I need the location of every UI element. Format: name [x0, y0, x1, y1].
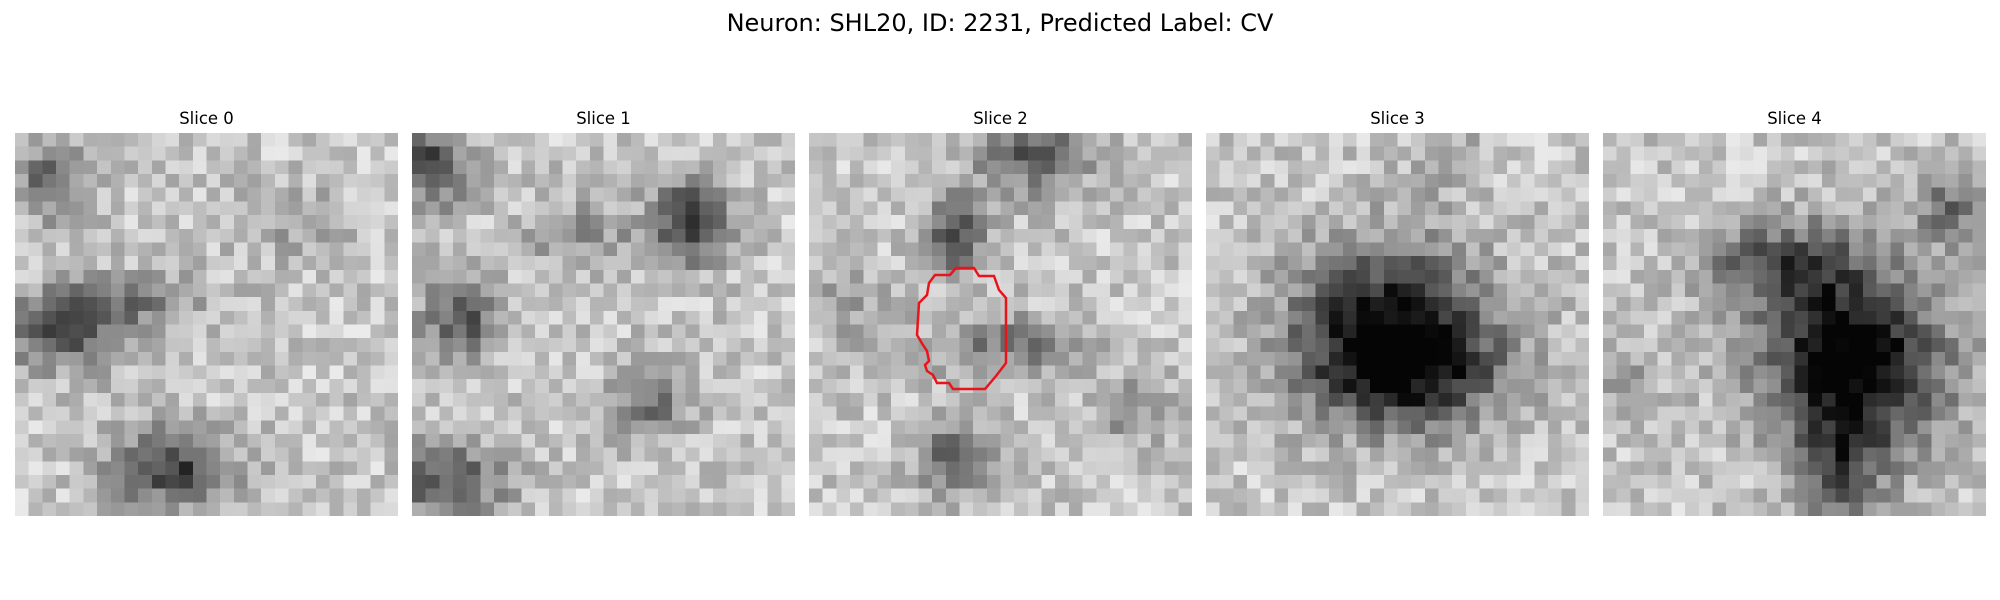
slice-pixels-1 — [412, 133, 795, 516]
slice-image-0 — [15, 133, 398, 516]
cell-contour-overlay — [915, 266, 1008, 391]
slice-image-3 — [1206, 133, 1589, 516]
slice-pixels-0 — [15, 133, 398, 516]
slice-title-0: Slice 0 — [179, 109, 234, 128]
slice-image-1 — [412, 133, 795, 516]
cell-contour — [915, 266, 1008, 391]
slice-pixels-3 — [1206, 133, 1589, 516]
slice-image-4 — [1603, 133, 1986, 516]
slice-title-1: Slice 1 — [576, 109, 631, 128]
slice-pixels-4 — [1603, 133, 1986, 516]
slice-panel-2: Slice 2 — [809, 108, 1192, 516]
slice-title-4: Slice 4 — [1767, 109, 1822, 128]
slice-title-3: Slice 3 — [1370, 109, 1425, 128]
slice-pixels-2 — [809, 133, 1192, 516]
figure-title: Neuron: SHL20, ID: 2231, Predicted Label… — [726, 9, 1274, 37]
slice-panel-3: Slice 3 — [1206, 108, 1589, 516]
slice-title-2: Slice 2 — [973, 109, 1028, 128]
slice-panel-1: Slice 1 — [412, 108, 795, 516]
slice-panel-4: Slice 4 — [1603, 108, 1986, 516]
slice-panel-0: Slice 0 — [15, 108, 398, 516]
slice-image-2 — [809, 133, 1192, 516]
